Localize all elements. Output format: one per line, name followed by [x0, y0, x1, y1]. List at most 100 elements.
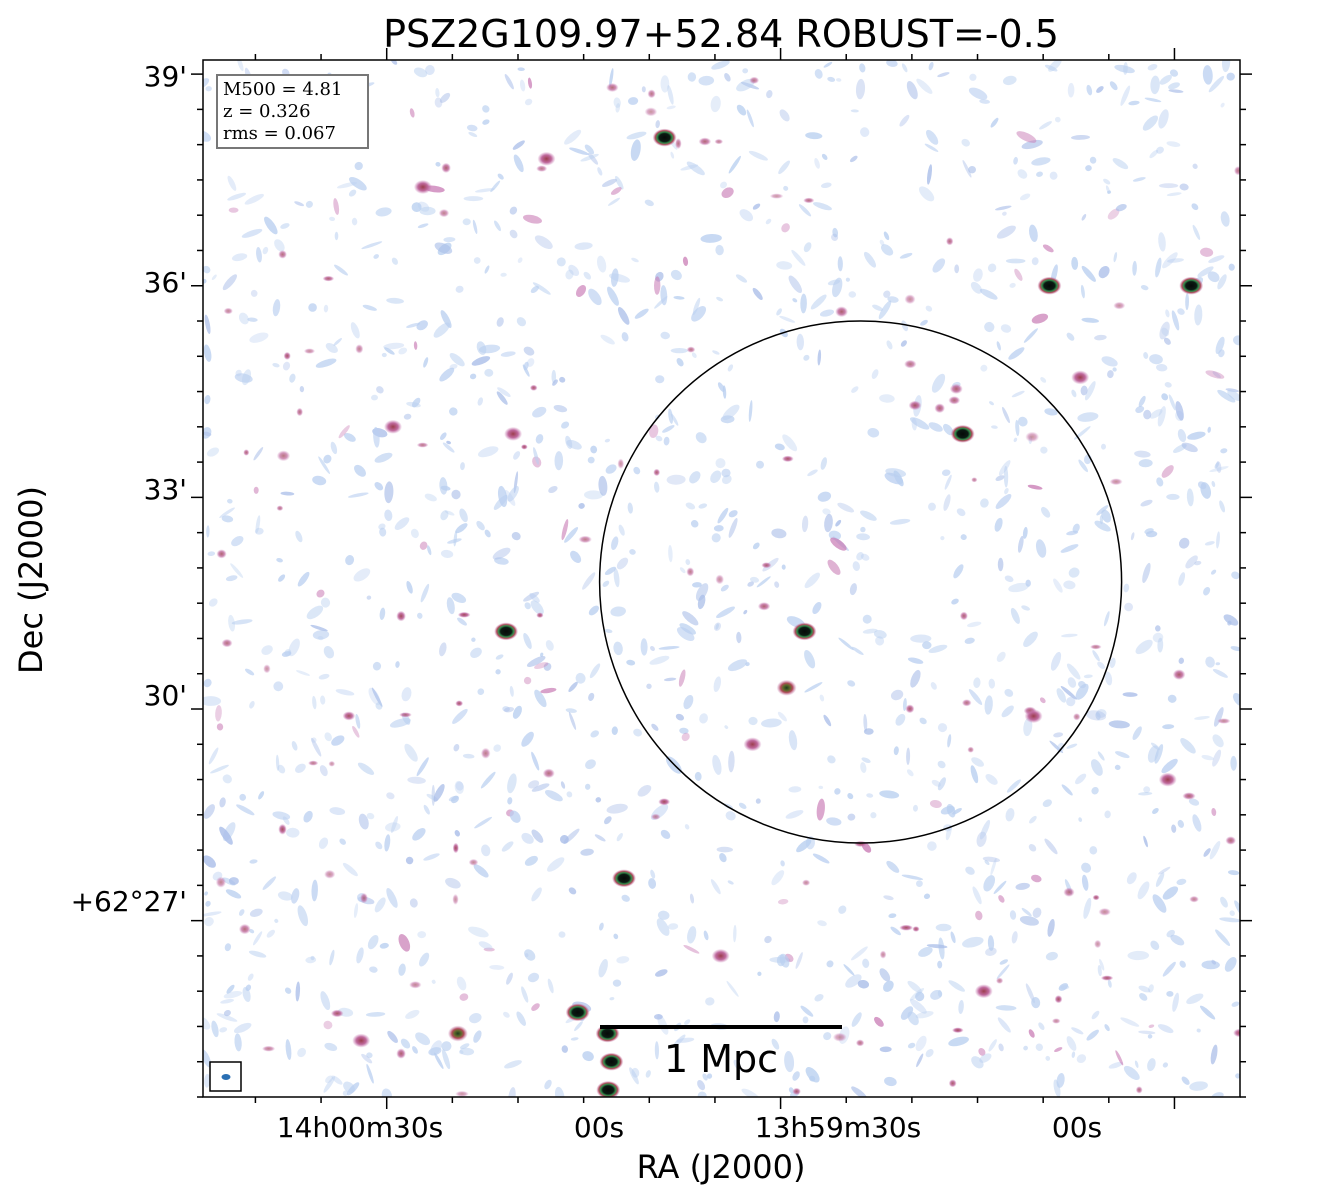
noise-speckle	[335, 689, 355, 696]
noise-speckle	[922, 641, 932, 650]
noise-speckle	[595, 797, 602, 803]
noise-speckle	[588, 605, 599, 616]
noise-speckle	[675, 713, 685, 721]
faint-emission	[457, 611, 471, 618]
noise-speckle	[386, 887, 398, 908]
noise-speckle	[375, 207, 392, 217]
radio-source	[504, 426, 523, 441]
noise-speckle	[616, 956, 630, 964]
noise-speckle	[697, 1080, 706, 1091]
info-box-m500: M500 = 4.81	[223, 79, 342, 100]
noise-speckle	[1159, 74, 1172, 85]
noise-speckle	[655, 969, 668, 977]
noise-speckle	[918, 946, 933, 957]
noise-speckle	[668, 408, 674, 424]
noise-speckle	[247, 317, 258, 322]
noise-speckle	[1089, 846, 1098, 855]
noise-speckle	[1038, 1022, 1045, 1031]
noise-speckle	[694, 771, 702, 781]
noise-speckle	[245, 984, 252, 992]
noise-speckle	[319, 765, 328, 777]
noise-speckle	[500, 272, 507, 277]
noise-speckle	[1170, 934, 1185, 946]
noise-speckle	[800, 1005, 814, 1017]
noise-speckle	[320, 597, 331, 608]
noise-speckle	[1215, 929, 1231, 946]
noise-speckle	[417, 612, 423, 619]
noise-speckle	[728, 155, 741, 174]
noise-speckle	[1011, 390, 1025, 398]
noise-speckle	[855, 78, 866, 100]
noise-speckle	[575, 285, 587, 297]
noise-speckle	[477, 397, 484, 406]
noise-speckle	[849, 155, 858, 163]
noise-speckle	[1003, 75, 1017, 86]
noise-speckle	[627, 502, 633, 514]
noise-speckle	[353, 568, 371, 582]
noise-speckle	[1077, 412, 1099, 422]
noise-speckle	[1005, 808, 1015, 822]
noise-speckle	[534, 235, 553, 250]
noise-speckle	[1029, 815, 1037, 824]
noise-speckle	[385, 822, 401, 832]
noise-speckle	[1171, 310, 1180, 331]
noise-speckle	[667, 85, 674, 105]
noise-speckle	[901, 320, 909, 332]
noise-speckle	[1067, 677, 1077, 688]
noise-speckle	[1220, 448, 1228, 454]
noise-speckle	[323, 304, 329, 313]
noise-speckle	[746, 109, 754, 128]
noise-speckle	[613, 568, 620, 588]
noise-speckle	[252, 931, 263, 946]
noise-speckle	[654, 1014, 663, 1020]
faint-emission	[946, 237, 954, 246]
noise-speckle	[827, 755, 836, 764]
noise-speckle	[570, 550, 582, 563]
noise-speckle	[1162, 1062, 1169, 1068]
noise-speckle	[361, 1053, 373, 1064]
noise-speckle	[650, 869, 656, 879]
noise-speckle	[1142, 115, 1158, 131]
noise-speckle	[679, 567, 686, 574]
radio-source	[596, 1080, 621, 1097]
noise-speckle	[716, 296, 724, 302]
noise-speckle	[979, 99, 990, 104]
noise-speckle	[676, 626, 695, 642]
noise-speckle	[774, 581, 780, 588]
noise-speckle	[473, 1030, 482, 1043]
faint-emission	[1109, 478, 1123, 486]
faint-emission	[961, 699, 972, 707]
noise-speckle	[228, 877, 239, 885]
noise-speckle	[1128, 100, 1140, 106]
noise-speckle	[837, 256, 843, 272]
noise-speckle	[203, 1016, 211, 1030]
noise-speckle	[912, 804, 919, 812]
noise-speckle	[434, 242, 453, 254]
noise-speckle	[342, 862, 358, 877]
noise-speckle	[967, 621, 982, 628]
noise-speckle	[1132, 726, 1142, 741]
noise-speckle	[996, 341, 1001, 351]
faint-emission	[647, 89, 656, 99]
noise-speckle	[996, 964, 1010, 980]
noise-speckle	[663, 677, 677, 682]
noise-speckle	[547, 857, 565, 872]
noise-speckle	[827, 76, 836, 82]
noise-speckle	[1210, 569, 1217, 575]
noise-speckle	[965, 866, 975, 875]
noise-speckle	[440, 485, 451, 491]
noise-speckle	[947, 734, 952, 748]
noise-speckle	[771, 528, 787, 539]
noise-speckle	[1168, 82, 1180, 90]
noise-speckle	[449, 407, 458, 416]
noise-speckle	[710, 95, 721, 113]
noise-speckle	[940, 536, 945, 541]
noise-speckle	[1126, 872, 1137, 885]
noise-speckle	[1227, 390, 1240, 401]
noise-speckle	[1148, 1024, 1155, 1028]
noise-speckle	[1137, 881, 1150, 900]
noise-speckle	[1105, 671, 1113, 686]
noise-speckle	[250, 289, 258, 297]
noise-speckle	[1066, 332, 1075, 341]
noise-speckle	[859, 63, 866, 73]
